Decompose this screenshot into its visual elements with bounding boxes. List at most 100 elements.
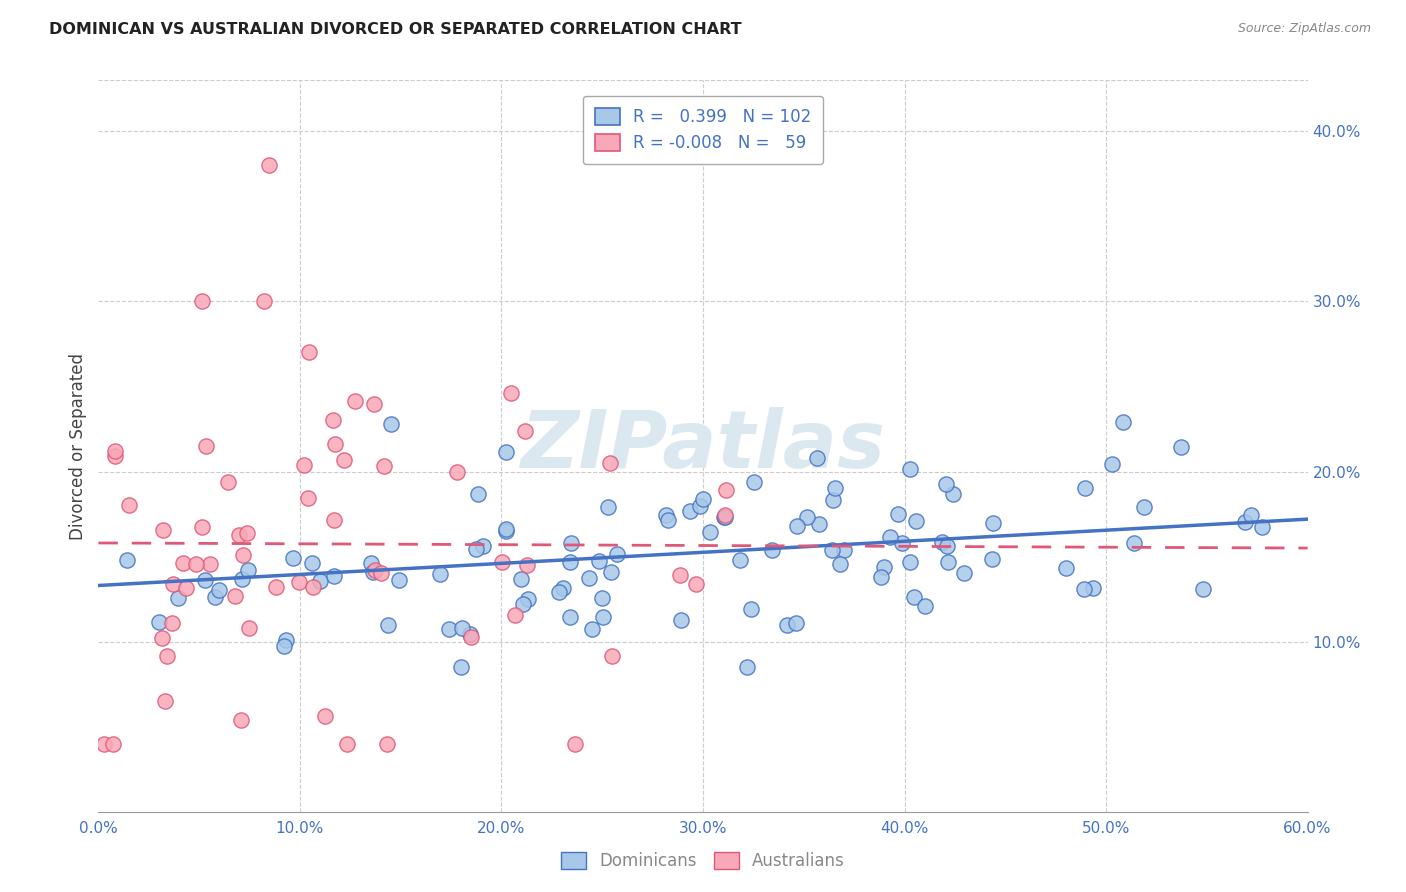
Point bbox=[217, 475, 239, 490]
Point bbox=[898, 555, 921, 569]
Point bbox=[596, 500, 619, 514]
Point bbox=[581, 622, 603, 636]
Point bbox=[373, 459, 395, 474]
Point bbox=[231, 572, 253, 586]
Text: DOMINICAN VS AUSTRALIAN DIVORCED OR SEPARATED CORRELATION CHART: DOMINICAN VS AUSTRALIAN DIVORCED OR SEPA… bbox=[49, 22, 742, 37]
Point bbox=[1081, 581, 1104, 595]
Point bbox=[935, 476, 957, 491]
Point bbox=[298, 345, 321, 359]
Point bbox=[273, 639, 295, 653]
Point bbox=[1191, 582, 1213, 596]
Point bbox=[160, 615, 183, 630]
Point bbox=[786, 518, 808, 533]
Point bbox=[274, 632, 297, 647]
Point bbox=[821, 493, 844, 508]
Point bbox=[314, 709, 336, 723]
Point bbox=[460, 631, 482, 645]
Point bbox=[198, 557, 221, 571]
Point bbox=[302, 580, 325, 594]
Point bbox=[776, 618, 799, 632]
Point bbox=[166, 591, 188, 605]
Point bbox=[301, 557, 323, 571]
Point bbox=[714, 508, 737, 523]
Point bbox=[224, 589, 246, 603]
Point bbox=[155, 693, 177, 707]
Point bbox=[471, 539, 494, 553]
Point bbox=[873, 560, 896, 574]
Point bbox=[558, 609, 581, 624]
Point bbox=[363, 397, 385, 411]
Point bbox=[309, 574, 332, 589]
Point bbox=[148, 615, 170, 630]
Point bbox=[388, 574, 411, 588]
Point bbox=[807, 517, 830, 532]
Point bbox=[1123, 536, 1146, 550]
Point bbox=[742, 475, 765, 490]
Point bbox=[228, 528, 250, 542]
Point bbox=[194, 440, 217, 454]
Point bbox=[602, 648, 624, 663]
Point bbox=[117, 498, 139, 512]
Legend: Dominicans, Australians: Dominicans, Australians bbox=[554, 845, 852, 877]
Point bbox=[292, 458, 315, 473]
Point bbox=[194, 573, 217, 587]
Point bbox=[93, 737, 115, 751]
Point bbox=[1239, 508, 1261, 522]
Point bbox=[713, 509, 735, 524]
Point bbox=[560, 536, 582, 550]
Point bbox=[713, 509, 735, 524]
Point bbox=[689, 499, 711, 513]
Point bbox=[259, 158, 281, 172]
Point bbox=[599, 456, 621, 470]
Point bbox=[253, 294, 276, 309]
Point bbox=[669, 613, 692, 627]
Point bbox=[879, 530, 901, 544]
Point bbox=[796, 510, 818, 524]
Point bbox=[156, 648, 179, 663]
Point bbox=[1101, 457, 1123, 471]
Point bbox=[551, 581, 574, 595]
Point bbox=[370, 566, 392, 580]
Point bbox=[287, 575, 309, 590]
Point bbox=[467, 487, 489, 501]
Point bbox=[516, 558, 538, 573]
Point bbox=[343, 394, 366, 409]
Point bbox=[692, 492, 714, 507]
Point bbox=[204, 590, 226, 604]
Point bbox=[495, 522, 517, 536]
Point bbox=[495, 445, 517, 459]
Text: ZIPatlas: ZIPatlas bbox=[520, 407, 886, 485]
Point bbox=[465, 541, 488, 556]
Point bbox=[728, 553, 751, 567]
Point bbox=[446, 465, 468, 479]
Point bbox=[322, 413, 344, 427]
Point bbox=[1073, 582, 1095, 596]
Point bbox=[716, 483, 738, 497]
Point bbox=[297, 491, 319, 505]
Point bbox=[377, 618, 399, 632]
Point bbox=[332, 452, 354, 467]
Point bbox=[516, 591, 538, 606]
Point bbox=[437, 623, 460, 637]
Point bbox=[186, 558, 208, 572]
Point bbox=[657, 513, 679, 527]
Point bbox=[174, 582, 197, 596]
Point bbox=[336, 737, 359, 751]
Point bbox=[1251, 520, 1274, 534]
Point bbox=[238, 621, 260, 635]
Point bbox=[832, 543, 855, 558]
Point bbox=[264, 580, 287, 594]
Point bbox=[1073, 481, 1095, 495]
Point bbox=[236, 525, 259, 540]
Point bbox=[361, 566, 384, 580]
Point bbox=[1054, 561, 1077, 575]
Point bbox=[323, 513, 346, 527]
Point bbox=[903, 590, 925, 604]
Point bbox=[820, 542, 842, 557]
Point bbox=[606, 547, 628, 561]
Text: Source: ZipAtlas.com: Source: ZipAtlas.com bbox=[1237, 22, 1371, 36]
Point bbox=[699, 525, 721, 540]
Point bbox=[828, 558, 851, 572]
Point bbox=[891, 535, 914, 549]
Point bbox=[460, 626, 482, 640]
